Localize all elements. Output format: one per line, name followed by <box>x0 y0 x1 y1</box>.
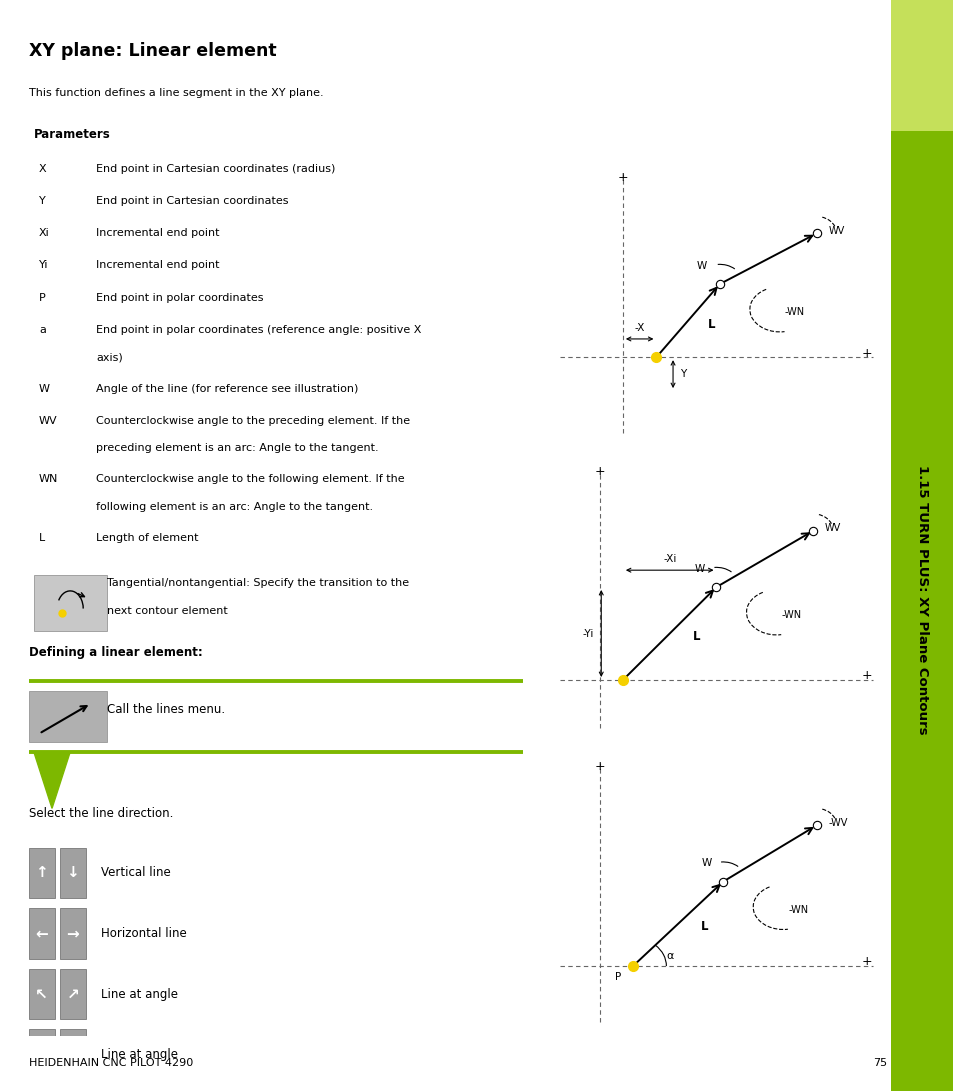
Text: P: P <box>614 972 620 982</box>
Text: -WN: -WN <box>781 610 801 620</box>
Text: -X: -X <box>634 323 644 333</box>
Text: W: W <box>694 564 704 574</box>
Text: 75: 75 <box>872 1057 886 1068</box>
Text: next contour element: next contour element <box>107 606 227 615</box>
Text: α: α <box>665 951 673 961</box>
Bar <box>33 575 107 631</box>
Bar <box>890 0 953 131</box>
Text: ←: ← <box>35 926 48 942</box>
Text: XY plane: Linear element: XY plane: Linear element <box>29 43 276 60</box>
Text: +: + <box>861 956 871 969</box>
Bar <box>60 909 86 959</box>
Text: a: a <box>39 325 46 335</box>
Text: W: W <box>696 261 706 271</box>
Text: Counterclockwise angle to the preceding element. If the: Counterclockwise angle to the preceding … <box>96 416 410 425</box>
Bar <box>29 909 54 959</box>
Bar <box>29 1030 54 1080</box>
Text: following element is an arc: Angle to the tangent.: following element is an arc: Angle to th… <box>96 502 373 512</box>
Text: WN: WN <box>39 475 58 484</box>
Text: This function defines a line segment in the XY plane.: This function defines a line segment in … <box>29 87 323 98</box>
Text: P: P <box>39 292 46 302</box>
Text: Counterclockwise angle to the following element. If the: Counterclockwise angle to the following … <box>96 475 404 484</box>
Text: Defining a linear element:: Defining a linear element: <box>29 646 202 659</box>
Text: -WV: -WV <box>827 817 847 828</box>
Text: ↖: ↖ <box>35 986 48 1002</box>
Bar <box>60 848 86 898</box>
Text: L: L <box>39 532 45 543</box>
Text: Call the lines menu.: Call the lines menu. <box>107 704 225 717</box>
Bar <box>890 131 953 1091</box>
Text: axis): axis) <box>96 352 123 362</box>
Text: Incremental end point: Incremental end point <box>96 228 219 238</box>
Text: preceding element is an arc: Angle to the tangent.: preceding element is an arc: Angle to th… <box>96 443 378 453</box>
Text: 1.15 TURN PLUS: XY Plane Contours: 1.15 TURN PLUS: XY Plane Contours <box>915 465 928 735</box>
Text: WV: WV <box>39 416 57 425</box>
Text: +: + <box>617 170 628 183</box>
Text: End point in Cartesian coordinates: End point in Cartesian coordinates <box>96 195 289 206</box>
Text: -Xi: -Xi <box>662 554 676 564</box>
Text: ↑: ↑ <box>35 865 48 880</box>
Text: End point in polar coordinates (reference angle: positive X: End point in polar coordinates (referenc… <box>96 325 421 335</box>
Bar <box>60 1030 86 1080</box>
Text: L: L <box>700 920 708 933</box>
Text: End point in Cartesian coordinates (radius): End point in Cartesian coordinates (radi… <box>96 164 335 173</box>
Bar <box>29 692 107 742</box>
Text: Vertical line: Vertical line <box>101 866 171 879</box>
Text: Line at angle: Line at angle <box>101 1048 178 1062</box>
Polygon shape <box>33 752 71 808</box>
Text: ↓: ↓ <box>67 865 79 880</box>
Text: Xi: Xi <box>39 228 50 238</box>
Text: Parameters: Parameters <box>33 128 111 141</box>
Text: Horizontal line: Horizontal line <box>101 927 187 940</box>
Text: W: W <box>700 859 711 868</box>
Text: +: + <box>861 347 871 360</box>
Text: Select the line direction.: Select the line direction. <box>29 807 172 820</box>
Text: WV: WV <box>827 226 843 236</box>
Text: -WN: -WN <box>784 308 804 317</box>
Text: L: L <box>707 319 715 332</box>
Text: Yi: Yi <box>39 261 49 271</box>
Text: Y: Y <box>39 195 46 206</box>
Text: Incremental end point: Incremental end point <box>96 261 219 271</box>
Text: Line at angle: Line at angle <box>101 987 178 1000</box>
Text: End point in polar coordinates: End point in polar coordinates <box>96 292 263 302</box>
Text: X: X <box>39 164 47 173</box>
Text: +: + <box>594 759 604 772</box>
Text: W: W <box>39 384 50 394</box>
Bar <box>60 969 86 1019</box>
Bar <box>29 848 54 898</box>
Text: +: + <box>861 669 871 682</box>
Text: ↙: ↙ <box>35 1047 48 1063</box>
Text: →: → <box>67 926 79 942</box>
Text: -Yi: -Yi <box>582 628 594 638</box>
Text: -WN: -WN <box>787 904 807 914</box>
Text: Tangential/nontangential: Specify the transition to the: Tangential/nontangential: Specify the tr… <box>107 578 408 588</box>
Text: ↘: ↘ <box>67 1047 79 1063</box>
Text: WV: WV <box>824 523 841 533</box>
Text: L: L <box>692 630 700 643</box>
Text: Length of element: Length of element <box>96 532 198 543</box>
Text: Angle of the line (for reference see illustration): Angle of the line (for reference see ill… <box>96 384 358 394</box>
Text: Y: Y <box>679 369 686 380</box>
Bar <box>29 969 54 1019</box>
Text: HEIDENHAIN CNC PILOT 4290: HEIDENHAIN CNC PILOT 4290 <box>29 1057 193 1068</box>
Text: +: + <box>594 465 604 478</box>
Text: ↗: ↗ <box>67 986 79 1002</box>
